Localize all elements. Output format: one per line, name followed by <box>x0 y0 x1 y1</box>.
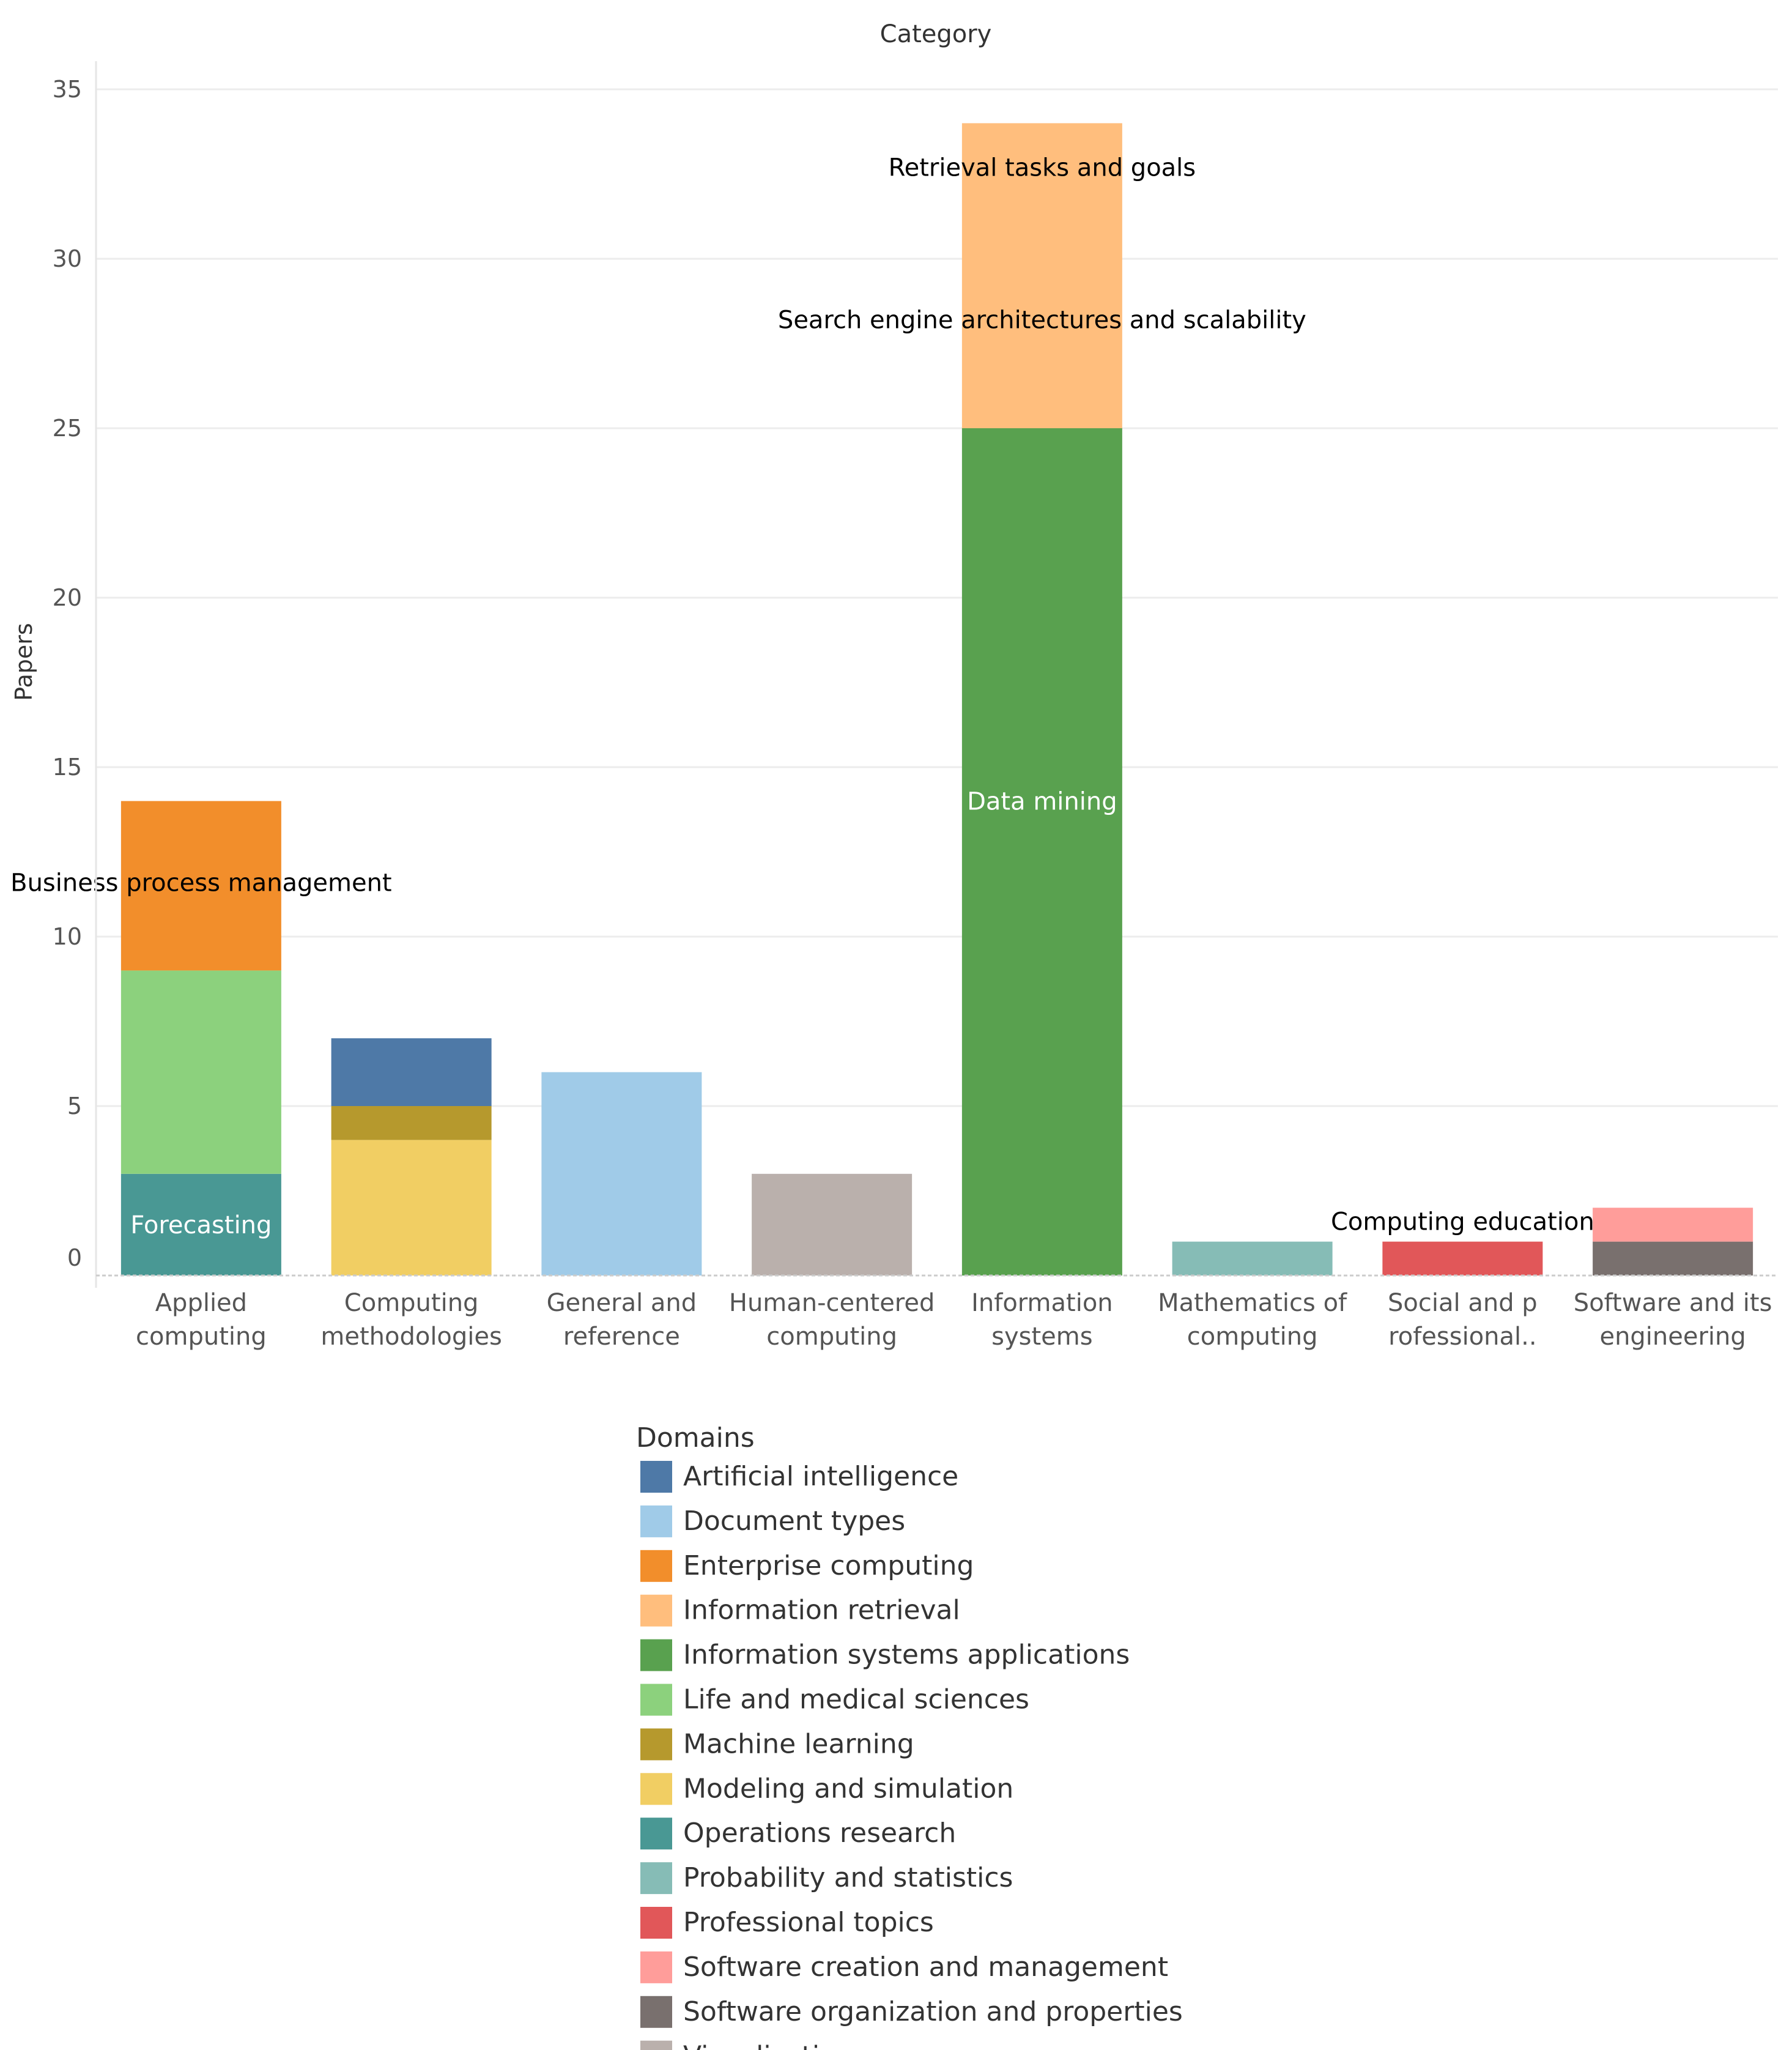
legend-label: Information systems applications <box>683 1640 1130 1671</box>
legend-label: Document types <box>683 1506 905 1537</box>
bar-segment <box>1593 1208 1753 1242</box>
bar-annotation: Search engine architectures and scalabil… <box>778 306 1306 335</box>
legend-label: Information retrieval <box>683 1595 960 1626</box>
bar-segment <box>752 1173 913 1276</box>
bar-segment <box>1382 1241 1543 1276</box>
bar-segment <box>120 801 281 971</box>
x-tick-label: Human-centered computing <box>729 1289 935 1351</box>
y-axis-label: Papers <box>10 623 37 700</box>
bar-segment <box>961 428 1122 1276</box>
chart-title: Category <box>880 20 992 48</box>
legend-swatch <box>640 2040 672 2050</box>
legend-label: Machine learning <box>683 1728 914 1759</box>
x-tick-label: Software and its engineering <box>1574 1289 1772 1351</box>
legend-label: Artificial intelligence <box>683 1461 958 1492</box>
bar-annotation: Business process management <box>10 869 391 897</box>
legend-swatch <box>640 1639 672 1671</box>
legend-swatch <box>640 1862 672 1895</box>
legend-swatch <box>640 1461 672 1493</box>
y-tick-label: 15 <box>53 754 82 781</box>
legend: Domains Artificial intelligence Document … <box>636 1422 1183 2050</box>
bar-annotation: Retrieval tasks and goals <box>889 154 1196 182</box>
y-tick-label: 20 <box>53 584 82 611</box>
bar-segment <box>1593 1241 1753 1276</box>
legend-label: Modeling and simulation <box>683 1773 1013 1804</box>
bar-segment <box>331 1106 492 1140</box>
bars <box>120 123 1753 1276</box>
y-tick-label: 35 <box>53 76 82 103</box>
legend-swatch <box>640 1773 672 1805</box>
y-tick-label: 5 <box>67 1093 82 1120</box>
bar-segment <box>961 123 1122 428</box>
y-tick-label: 25 <box>53 415 82 442</box>
x-tick-label: Mathematics of computing <box>1158 1289 1347 1351</box>
x-tick-label: Information systems <box>971 1289 1113 1351</box>
legend-label: Probability and statistics <box>683 1862 1013 1893</box>
legend-swatch <box>640 1550 672 1582</box>
legend-swatch <box>640 1951 672 1983</box>
annotations: Forecasting Business process management Da… <box>10 154 1594 1239</box>
y-tick-label: 0 <box>67 1244 82 1271</box>
bar-segment <box>331 1038 492 1106</box>
bar-segment <box>120 1173 281 1276</box>
bar-annotation: Data mining <box>967 787 1117 815</box>
x-axis-ticks: Applied computing Computing methodologies Ge… <box>136 1289 1772 1351</box>
y-tick-label: 30 <box>53 245 82 272</box>
x-tick-label: Social and p rofessional.. <box>1388 1289 1538 1351</box>
x-tick-label: Applied computing <box>136 1289 267 1351</box>
legend-label: Enterprise computing <box>683 1550 974 1581</box>
bar-annotation: Computing education <box>1331 1208 1594 1236</box>
y-axis-ticks: 0 5 10 15 20 25 30 35 <box>53 76 82 1271</box>
bar-segment <box>120 970 281 1174</box>
legend-title: Domains <box>636 1422 755 1454</box>
legend-label: Life and medical sciences <box>683 1684 1029 1715</box>
bar-segment <box>1172 1241 1333 1276</box>
legend-label: Software creation and management <box>683 1952 1168 1983</box>
legend-label: Professional topics <box>683 1907 934 1938</box>
legend-swatch <box>640 1594 672 1627</box>
legend-swatch <box>640 1684 672 1716</box>
legend-swatch <box>640 1505 672 1537</box>
legend-label: Software organization and properties <box>683 1996 1183 2027</box>
legend-label: Visualization <box>683 2041 853 2050</box>
bar-segment <box>331 1140 492 1276</box>
legend-swatch <box>640 1728 672 1761</box>
legend-swatch <box>640 1818 672 1850</box>
x-tick-label: Computing methodologies <box>320 1289 502 1351</box>
y-tick-label: 10 <box>53 923 82 950</box>
legend-label: Operations research <box>683 1818 956 1849</box>
legend-swatch <box>640 1996 672 2028</box>
gridlines <box>96 88 1778 1107</box>
bar-segment <box>541 1072 702 1276</box>
bar-annotation: Forecasting <box>130 1211 272 1239</box>
x-tick-label: General and reference <box>547 1289 697 1351</box>
axes <box>95 61 1778 1288</box>
legend-swatch <box>640 1907 672 1939</box>
